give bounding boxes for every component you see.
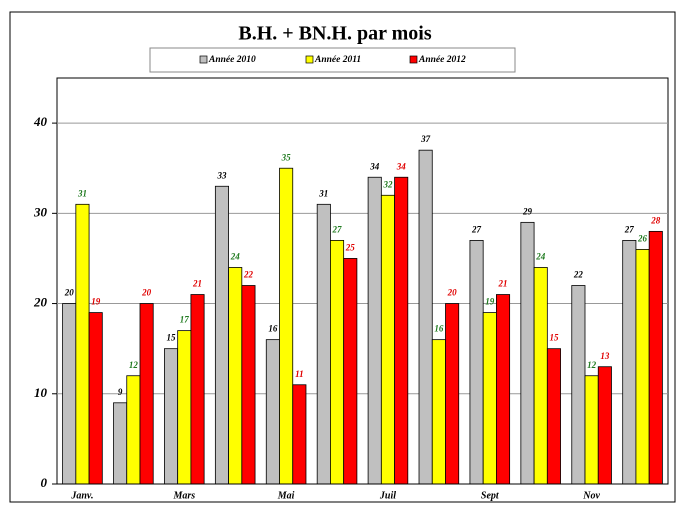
- bar: [445, 303, 460, 485]
- bar: [279, 167, 294, 485]
- bar: [648, 230, 663, 485]
- value-label: 20: [141, 288, 152, 298]
- bar: [520, 221, 535, 485]
- value-label: 16: [268, 324, 278, 334]
- value-label: 15: [549, 333, 559, 343]
- value-label: 25: [345, 243, 356, 253]
- value-label: 12: [129, 360, 139, 370]
- value-label: 21: [192, 279, 202, 289]
- bar: [380, 194, 395, 485]
- y-tick-label: 20: [33, 295, 48, 310]
- bar: [265, 339, 280, 485]
- bar: [190, 294, 205, 485]
- bar: [394, 176, 409, 485]
- value-label: 19: [91, 297, 101, 307]
- y-tick-label: 30: [33, 204, 48, 219]
- y-tick-label: 0: [41, 475, 48, 490]
- bar: [62, 303, 77, 485]
- value-label: 26: [637, 233, 648, 243]
- x-tick-label: Nov: [582, 490, 600, 501]
- x-tick-label: Juil: [379, 490, 396, 501]
- bar: [316, 203, 331, 485]
- chart-title: B.H. + BN.H. par mois: [238, 23, 431, 45]
- value-label: 21: [498, 279, 508, 289]
- bar: [113, 402, 128, 485]
- value-label: 9: [118, 387, 123, 397]
- value-label: 27: [624, 224, 635, 234]
- value-label: 15: [167, 333, 177, 343]
- bar: [292, 384, 307, 485]
- value-label: 27: [332, 224, 343, 234]
- plot-area: [56, 77, 669, 485]
- value-label: 13: [600, 351, 610, 361]
- bar: [343, 258, 358, 485]
- value-label: 24: [230, 252, 241, 262]
- legend-swatch: [409, 55, 418, 64]
- value-label: 34: [396, 161, 407, 171]
- legend-swatch: [305, 55, 314, 64]
- bar: [496, 294, 511, 485]
- value-label: 35: [281, 152, 292, 162]
- bar: [75, 203, 90, 485]
- bar: [469, 239, 484, 485]
- value-label: 29: [522, 206, 533, 216]
- bar: [88, 312, 103, 485]
- bar: [126, 375, 141, 485]
- bar: [139, 303, 154, 485]
- bar: [214, 185, 229, 485]
- x-tick-label: Mars: [172, 490, 195, 501]
- value-label: 11: [295, 369, 304, 379]
- bar: [367, 176, 382, 485]
- x-tick-label: Sept: [481, 490, 500, 501]
- value-label: 31: [77, 188, 87, 198]
- bar: [546, 348, 561, 485]
- bar: [584, 375, 599, 485]
- bar: [571, 285, 586, 485]
- value-label: 37: [420, 134, 431, 144]
- legend-box: [149, 47, 516, 73]
- value-label: 22: [573, 270, 584, 280]
- legend-label: Année 2011: [314, 55, 361, 65]
- value-label: 32: [382, 179, 393, 189]
- value-label: 24: [535, 252, 546, 262]
- value-label: 27: [471, 224, 482, 234]
- x-tick-label: Mai: [277, 490, 295, 501]
- bar: [164, 348, 179, 485]
- legend-label: Année 2012: [418, 55, 466, 65]
- bar: [533, 267, 548, 485]
- value-label: 20: [447, 288, 458, 298]
- bar: [635, 249, 650, 485]
- bar: [177, 330, 192, 485]
- legend-swatch: [199, 55, 208, 64]
- value-label: 33: [216, 170, 227, 180]
- bar: [330, 239, 345, 485]
- value-label: 31: [318, 188, 328, 198]
- value-label: 16: [434, 324, 444, 334]
- value-label: 12: [587, 360, 597, 370]
- value-label: 20: [64, 288, 75, 298]
- y-tick-label: 10: [34, 385, 48, 400]
- value-label: 28: [650, 215, 661, 225]
- bar: [241, 285, 256, 485]
- y-tick-label: 40: [33, 114, 48, 129]
- x-tick-label: Janv.: [70, 490, 93, 501]
- value-label: 22: [243, 270, 254, 280]
- bar: [418, 149, 433, 485]
- legend-label: Année 2010: [208, 55, 256, 65]
- value-label: 19: [485, 297, 495, 307]
- value-label: 34: [369, 161, 380, 171]
- bar: [482, 312, 497, 485]
- bar: [431, 339, 446, 485]
- bar: [622, 239, 637, 485]
- value-label: 17: [180, 315, 190, 325]
- bar: [597, 366, 612, 485]
- bar: [228, 267, 243, 485]
